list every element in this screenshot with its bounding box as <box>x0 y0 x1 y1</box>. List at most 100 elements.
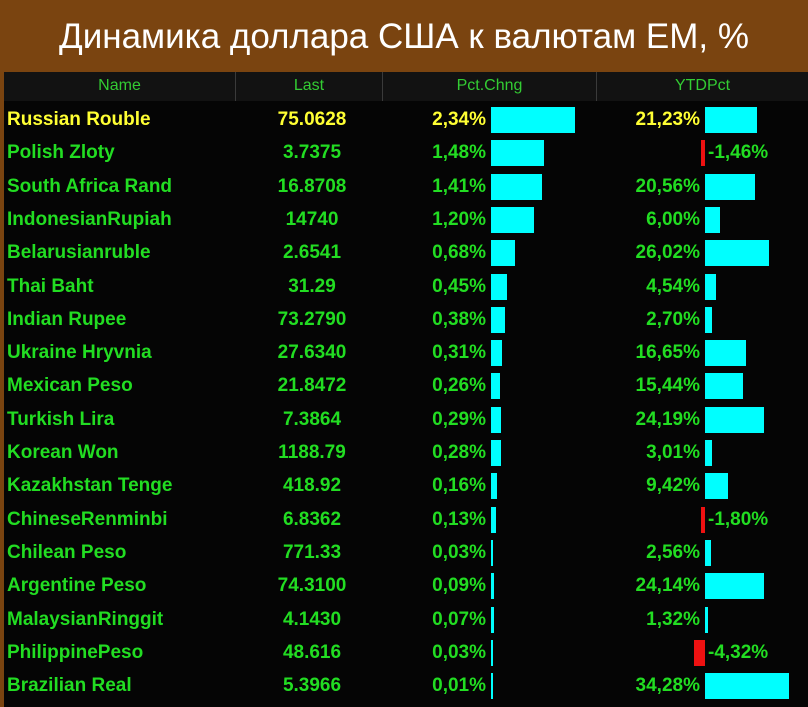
pct-change-bar <box>491 406 502 433</box>
ytd-pct-label: -4,32% <box>708 641 769 663</box>
last-value: 14740 <box>285 208 339 230</box>
ytd-pct-label: 24,14% <box>635 575 700 597</box>
pct-change-bar <box>491 573 495 600</box>
currency-name: Chilean Peso <box>7 541 127 563</box>
ytd-pct-bar <box>705 573 765 600</box>
currency-name: Polish Zloty <box>7 142 115 164</box>
pct-change-bar <box>491 273 508 300</box>
table-row[interactable]: Belarusianruble 2.6541 0,68% 26,02% <box>4 236 808 269</box>
ytd-pct-label: 2,56% <box>646 541 700 563</box>
ytd-pct-bar <box>705 206 720 233</box>
pct-change-label: 0,38% <box>432 308 486 330</box>
table-row[interactable]: Korean Won 1188.79 0,28% 3,01% <box>4 436 808 469</box>
pct-change-label: 0,13% <box>432 508 486 530</box>
currency-name: Ukraine Hryvnia <box>7 342 152 364</box>
pct-change-label: 0,16% <box>432 475 486 497</box>
pct-change-bar <box>491 173 542 200</box>
last-value: 7.3864 <box>282 408 342 430</box>
pct-change-bar <box>491 240 516 267</box>
ytd-pct-label: 21,23% <box>635 109 700 130</box>
currency-name: Kazakhstan Tenge <box>7 475 173 497</box>
pct-change-label: 1,41% <box>432 175 486 197</box>
last-value: 2.6541 <box>282 242 342 264</box>
ytd-pct-label: 2,70% <box>646 308 700 330</box>
table-row[interactable]: Chilean Peso 771.33 0,03% 2,56% <box>4 536 808 569</box>
pct-change-bar <box>491 140 545 167</box>
ytd-pct-label: 3,01% <box>646 442 700 463</box>
column-header-pct-change[interactable]: Pct.Chng <box>383 72 597 101</box>
pct-change-bar <box>491 539 493 566</box>
table-row[interactable]: PhilippinePeso 48.616 0,03% -4,32% <box>4 636 808 669</box>
ytd-pct-bar <box>705 240 769 267</box>
table-row[interactable]: Thai Baht 31.29 0,45% 4,54% <box>4 270 808 303</box>
currency-name: Mexican Peso <box>7 375 133 397</box>
table-row[interactable]: MalaysianRinggit 4.1430 0,07% 1,32% <box>4 603 808 636</box>
column-header-ytd-pct[interactable]: YTDPct <box>597 72 808 101</box>
table-row[interactable]: Kazakhstan Tenge 418.92 0,16% 9,42% <box>4 469 808 502</box>
currency-name: Indian Rupee <box>7 308 127 330</box>
pct-change-bar <box>491 107 576 133</box>
ytd-pct-label: 6,00% <box>646 208 700 230</box>
last-value: 21.8472 <box>277 375 347 397</box>
ytd-pct-bar <box>705 107 757 133</box>
ytd-pct-bar <box>705 473 729 500</box>
ytd-pct-bar <box>705 406 765 433</box>
table-row[interactable]: IndonesianRupiah 14740 1,20% 6,00% <box>4 203 808 236</box>
pct-change-label: 0,29% <box>432 408 486 430</box>
last-value: 75.0628 <box>277 109 347 130</box>
table-row[interactable]: Mexican Peso 21.8472 0,26% 15,44% <box>4 369 808 402</box>
table-row[interactable]: Ukraine Hryvnia 27.6340 0,31% 16,65% <box>4 336 808 369</box>
page-title: Динамика доллара США к валютам EM, % <box>58 17 749 56</box>
ytd-pct-bar <box>705 273 717 300</box>
pct-change-label: 0,28% <box>432 442 486 463</box>
table-row[interactable]: Argentine Peso 74.3100 0,09% 24,14% <box>4 569 808 602</box>
pct-change-label: 1,48% <box>432 142 486 164</box>
ytd-pct-label: 1,32% <box>646 608 700 630</box>
currency-name: Russian Rouble <box>7 109 151 130</box>
last-value: 73.2790 <box>277 308 347 330</box>
currency-name: MalaysianRinggit <box>7 608 164 630</box>
ytd-pct-label: 4,54% <box>646 275 700 297</box>
last-value: 31.29 <box>288 275 336 297</box>
ytd-pct-label: 34,28% <box>635 675 700 697</box>
pct-change-label: 0,68% <box>432 242 486 264</box>
ytd-pct-bar <box>705 173 756 200</box>
currency-name: Thai Baht <box>7 275 94 297</box>
pct-change-label: 0,09% <box>432 575 486 597</box>
table-row[interactable]: ChineseRenminbi 6.8362 0,13% -1,80% <box>4 503 808 536</box>
ytd-pct-bar <box>705 539 712 566</box>
table-row[interactable]: Indian Rupee 73.2790 0,38% 2,70% <box>4 303 808 336</box>
last-value: 27.6340 <box>277 342 347 364</box>
table-row[interactable]: Russian Rouble 75.0628 2,34% 21,23% <box>4 103 808 136</box>
pct-change-label: 0,07% <box>432 608 486 630</box>
ytd-pct-label: 20,56% <box>635 175 700 197</box>
ytd-pct-label: 16,65% <box>635 342 700 364</box>
pct-change-bar <box>491 206 535 233</box>
ytd-pct-label: -1,46% <box>708 142 769 164</box>
column-header-last[interactable]: Last <box>236 72 383 101</box>
currency-name: South Africa Rand <box>7 175 173 197</box>
currency-name: Korean Won <box>7 442 119 463</box>
ytd-pct-bar <box>705 306 712 333</box>
pct-change-label: 0,45% <box>432 275 486 297</box>
pct-change-bar <box>491 340 503 367</box>
pct-change-bar <box>491 639 493 666</box>
pct-change-bar <box>491 306 505 333</box>
currency-name: PhilippinePeso <box>7 641 144 663</box>
pct-change-label: 0,01% <box>432 675 486 697</box>
pct-change-bar <box>491 606 494 633</box>
table-row[interactable]: Turkish Lira 7.3864 0,29% 24,19% <box>4 403 808 436</box>
last-value: 3.7375 <box>282 142 342 164</box>
column-header-name[interactable]: Name <box>4 72 236 101</box>
last-value: 771.33 <box>282 541 342 563</box>
last-value: 48.616 <box>282 641 342 663</box>
table-row[interactable]: South Africa Rand 16.8708 1,41% 20,56% <box>4 170 808 203</box>
table-row[interactable]: Brazilian Real 5.3966 0,01% 34,28% <box>4 669 808 702</box>
ytd-pct-bar <box>705 373 743 400</box>
pct-change-bar <box>491 440 502 466</box>
table-row[interactable]: Polish Zloty 3.7375 1,48% -1,46% <box>4 136 808 169</box>
pct-change-bar <box>491 673 493 700</box>
last-value: 4.1430 <box>282 608 342 630</box>
ytd-pct-bar-negative <box>701 140 705 167</box>
currency-name: Belarusianruble <box>7 242 151 264</box>
